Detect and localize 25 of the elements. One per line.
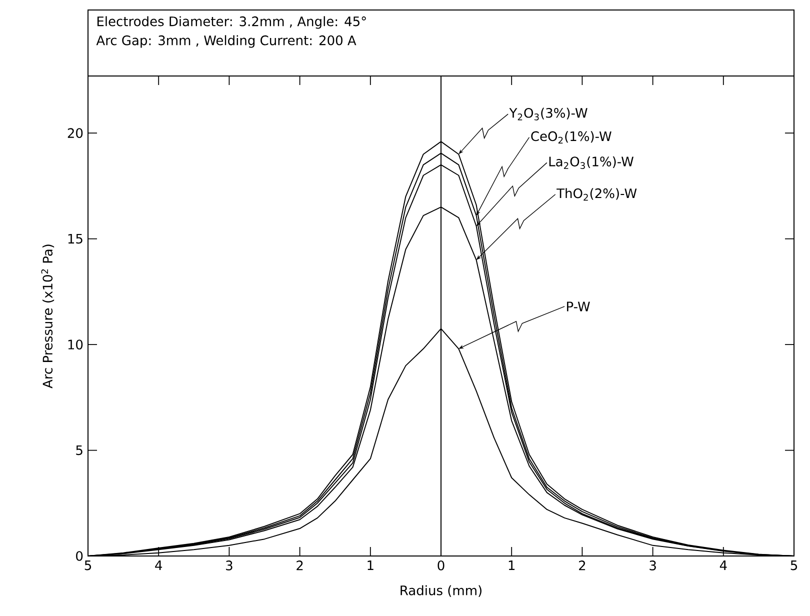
x-tick-label: 1 — [508, 560, 515, 570]
y-tick-label: 0 — [76, 551, 83, 561]
x-tick-label: 5 — [790, 560, 798, 570]
x-tick-label: 4 — [155, 560, 162, 570]
y-tick-label: 5 — [76, 445, 82, 456]
x-tick-label: 4 — [720, 560, 727, 570]
text: ThO$_{2}$(2%)-W — [556, 188, 637, 201]
chart-subtitle: Arc Gap: 3mm , Welding Current: 200 A — [96, 35, 356, 48]
text: CeO$_{2}$(1%)-W — [531, 131, 612, 144]
x-tick-label: 5 — [84, 560, 92, 570]
x-tick-label: 0 — [438, 560, 444, 570]
chart-title: Electrodes Diameter: 3.2mm , Angle: 45° — [97, 16, 366, 29]
text: La$_{2}$O$_{3}$(1%)-W — [549, 156, 634, 169]
y-tick-label: 15 — [68, 234, 82, 244]
x-tick-label: 3 — [650, 560, 656, 570]
x-tick-label: 3 — [226, 560, 232, 570]
x-tick-label: 2 — [296, 560, 303, 570]
y-tick-label: 10 — [68, 340, 83, 350]
y-tick-label: 20 — [68, 128, 83, 138]
x-axis-title: Radius (mm) — [400, 585, 482, 597]
x-tick-label: 1 — [368, 560, 374, 570]
text: P-W — [567, 302, 590, 312]
x-tick-label: 2 — [579, 560, 586, 570]
text: Y$_{2}$O$_{3}$(3%)-W — [509, 108, 588, 120]
y-axis-title: Arc Pressure (x10$^{2}$ Pa) — [41, 244, 54, 388]
